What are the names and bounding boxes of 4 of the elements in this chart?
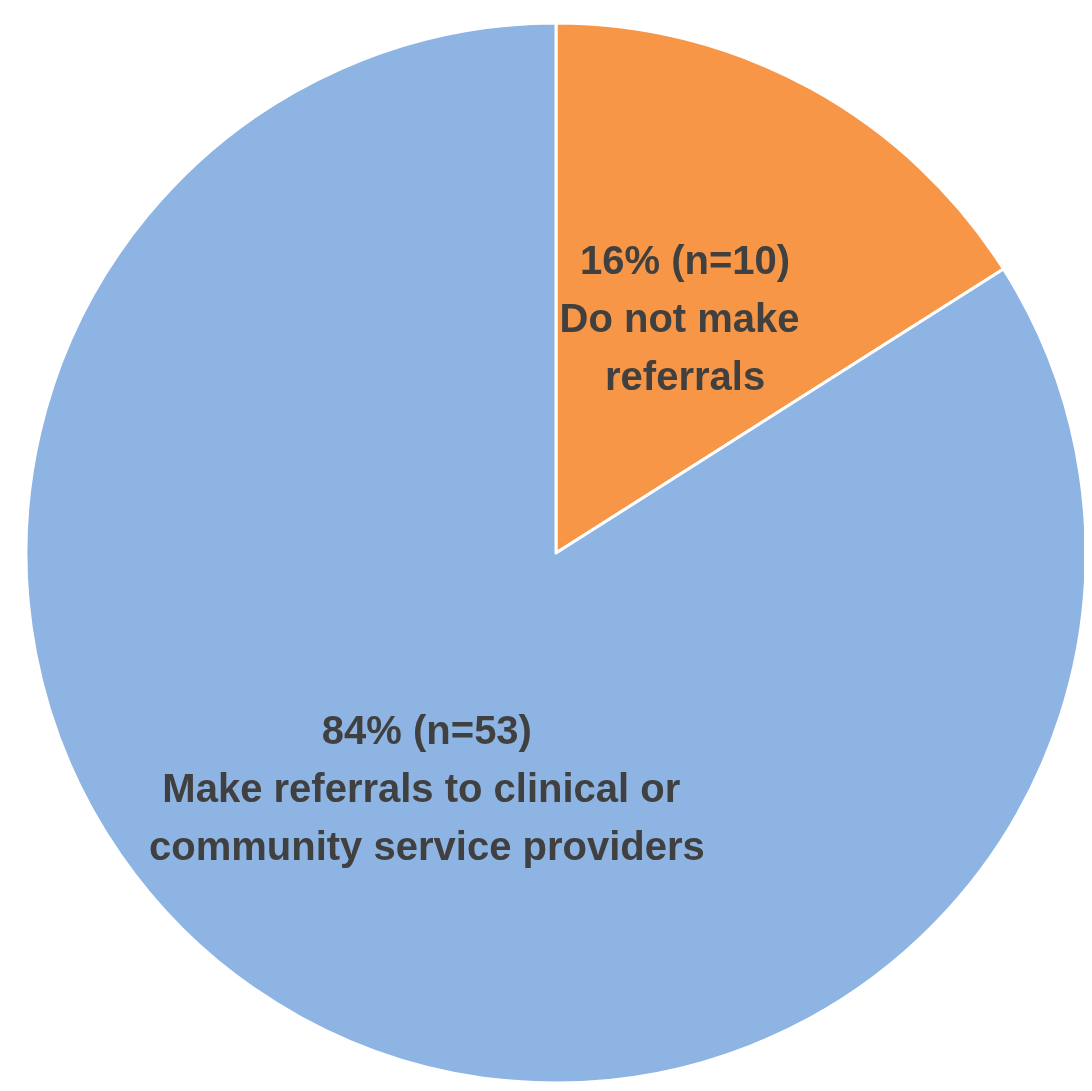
data-label: 84% (n=53) [321,707,532,752]
slice-label: Make referrals to clinical or community service providers [149,765,705,868]
slice-label: Do not make referrals [559,296,811,399]
data-label: 16% (n=10) [580,238,791,283]
